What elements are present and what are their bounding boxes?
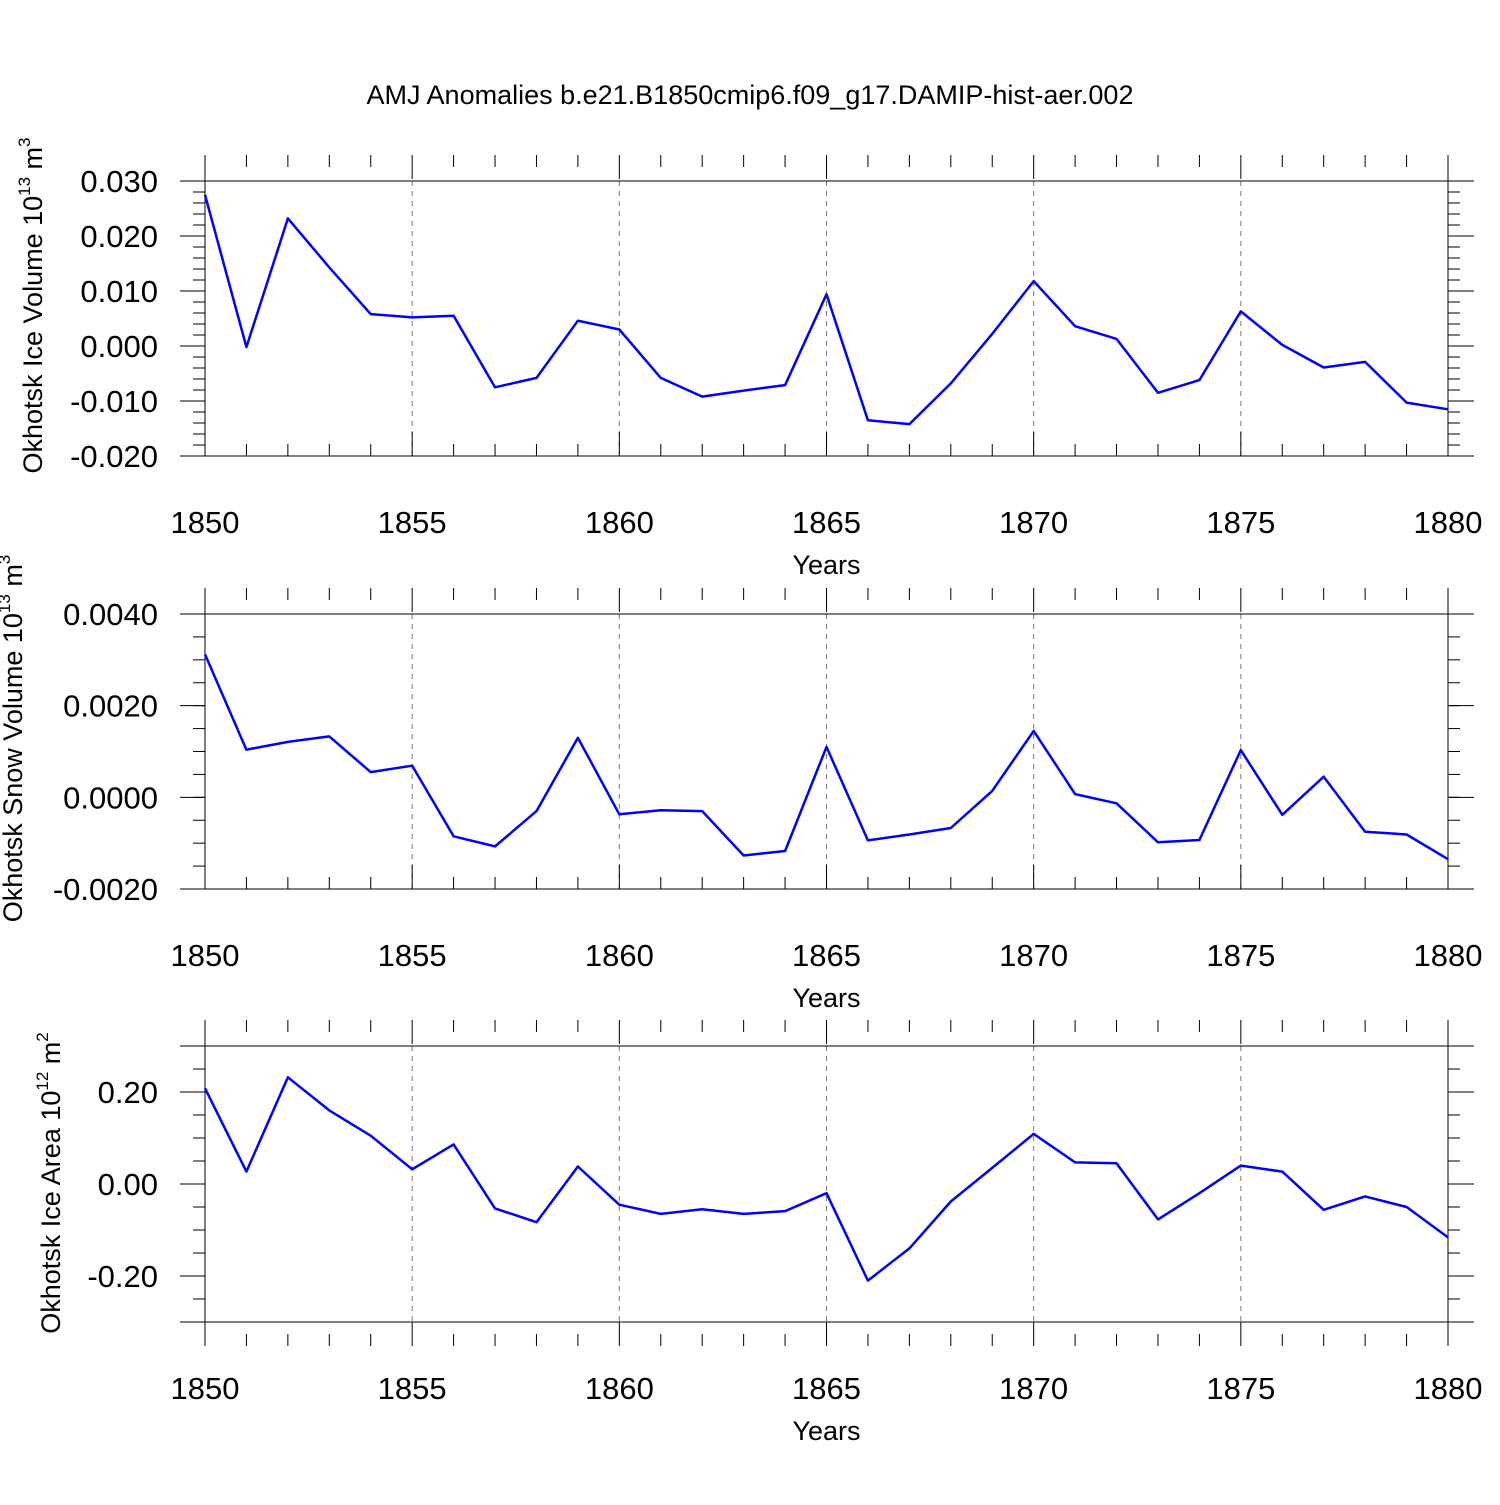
x-tick-label: 1870 xyxy=(999,505,1068,540)
y-axis-label-unit-exponent: 3 xyxy=(0,555,14,564)
panel-1: 1850 1855 1860 1865 1870 1875 1880 Years 0.030 0.… xyxy=(15,137,1482,580)
y-axis-label-unit-exponent: 3 xyxy=(15,137,34,146)
panel-3: 1850 1855 1860 1865 1870 1875 1880 Years 0.20 0.0… xyxy=(33,1020,1482,1446)
x-tick-label: 1850 xyxy=(171,1371,240,1406)
panel-2: 1850 1855 1860 1865 1870 1875 1880 Years 0.0040 0… xyxy=(0,555,1482,1013)
y-axis-label-unit: m xyxy=(0,564,28,594)
series-line xyxy=(203,653,1449,861)
y-tick-label: 0.0020 xyxy=(63,689,158,724)
x-tick-label: 1860 xyxy=(585,505,654,540)
x-tick-label: 1875 xyxy=(1206,1371,1275,1406)
y-axis-label-text: Okhotsk Ice Area 10 xyxy=(36,1091,66,1334)
y-tick-label: 0.010 xyxy=(80,274,158,309)
y-axis-label-exponent: 13 xyxy=(15,177,34,196)
y-tick-label: 0.20 xyxy=(98,1075,158,1110)
figure-title: AMJ Anomalies b.e21.B1850cmip6.f09_g17.D… xyxy=(367,80,1134,110)
series-line xyxy=(203,1076,1449,1282)
x-tick-label: 1880 xyxy=(1414,938,1483,973)
x-axis-label: Years xyxy=(792,550,860,580)
x-tick-label: 1870 xyxy=(999,938,1068,973)
x-tick-label: 1875 xyxy=(1206,938,1275,973)
y-tick-label: 0.020 xyxy=(80,219,158,254)
x-tick-label: 1855 xyxy=(378,505,447,540)
y-tick-label: -0.010 xyxy=(70,384,158,419)
x-tick-label: 1855 xyxy=(378,1371,447,1406)
y-axis-label-exponent: 13 xyxy=(0,594,14,613)
x-tick-label: 1880 xyxy=(1414,1371,1483,1406)
y-tick-label: -0.020 xyxy=(70,439,158,474)
x-tick-label: 1860 xyxy=(585,938,654,973)
y-tick-label: 0.0000 xyxy=(63,780,158,815)
x-tick-label: 1850 xyxy=(171,505,240,540)
x-axis-label: Years xyxy=(792,983,860,1013)
y-axis-label-unit: m xyxy=(36,1042,66,1072)
y-tick-label: 0.000 xyxy=(80,329,158,364)
y-axis-label-text: Okhotsk Ice Volume 10 xyxy=(18,196,48,474)
x-tick-label: 1880 xyxy=(1414,505,1483,540)
y-axis-label-text: Okhotsk Snow Volume 10 xyxy=(0,613,28,922)
series-line xyxy=(203,194,1449,426)
x-tick-label: 1850 xyxy=(171,938,240,973)
x-tick-label: 1870 xyxy=(999,1371,1068,1406)
y-axis-label: Okhotsk Ice Area 1012 m2 xyxy=(33,1032,66,1334)
y-tick-label: 0.00 xyxy=(98,1167,158,1202)
x-tick-label: 1865 xyxy=(792,1371,861,1406)
x-tick-label: 1855 xyxy=(378,938,447,973)
y-axis-label: Okhotsk Snow Volume 1013 m3 xyxy=(0,555,28,923)
x-tick-label: 1860 xyxy=(585,1371,654,1406)
x-tick-label: 1875 xyxy=(1206,505,1275,540)
x-axis-label: Years xyxy=(792,1416,860,1446)
y-axis-label-unit-exponent: 2 xyxy=(33,1032,52,1041)
y-tick-label: 0.030 xyxy=(80,164,158,199)
x-tick-label: 1865 xyxy=(792,938,861,973)
y-tick-label: 0.0040 xyxy=(63,597,158,632)
y-tick-label: -0.0020 xyxy=(53,872,158,907)
y-axis-label-unit: m xyxy=(18,147,48,177)
x-tick-label: 1865 xyxy=(792,505,861,540)
y-axis-label: Okhotsk Ice Volume 1013 m3 xyxy=(15,137,48,473)
y-tick-label: -0.20 xyxy=(87,1259,158,1294)
y-axis-label-exponent: 12 xyxy=(33,1072,52,1091)
